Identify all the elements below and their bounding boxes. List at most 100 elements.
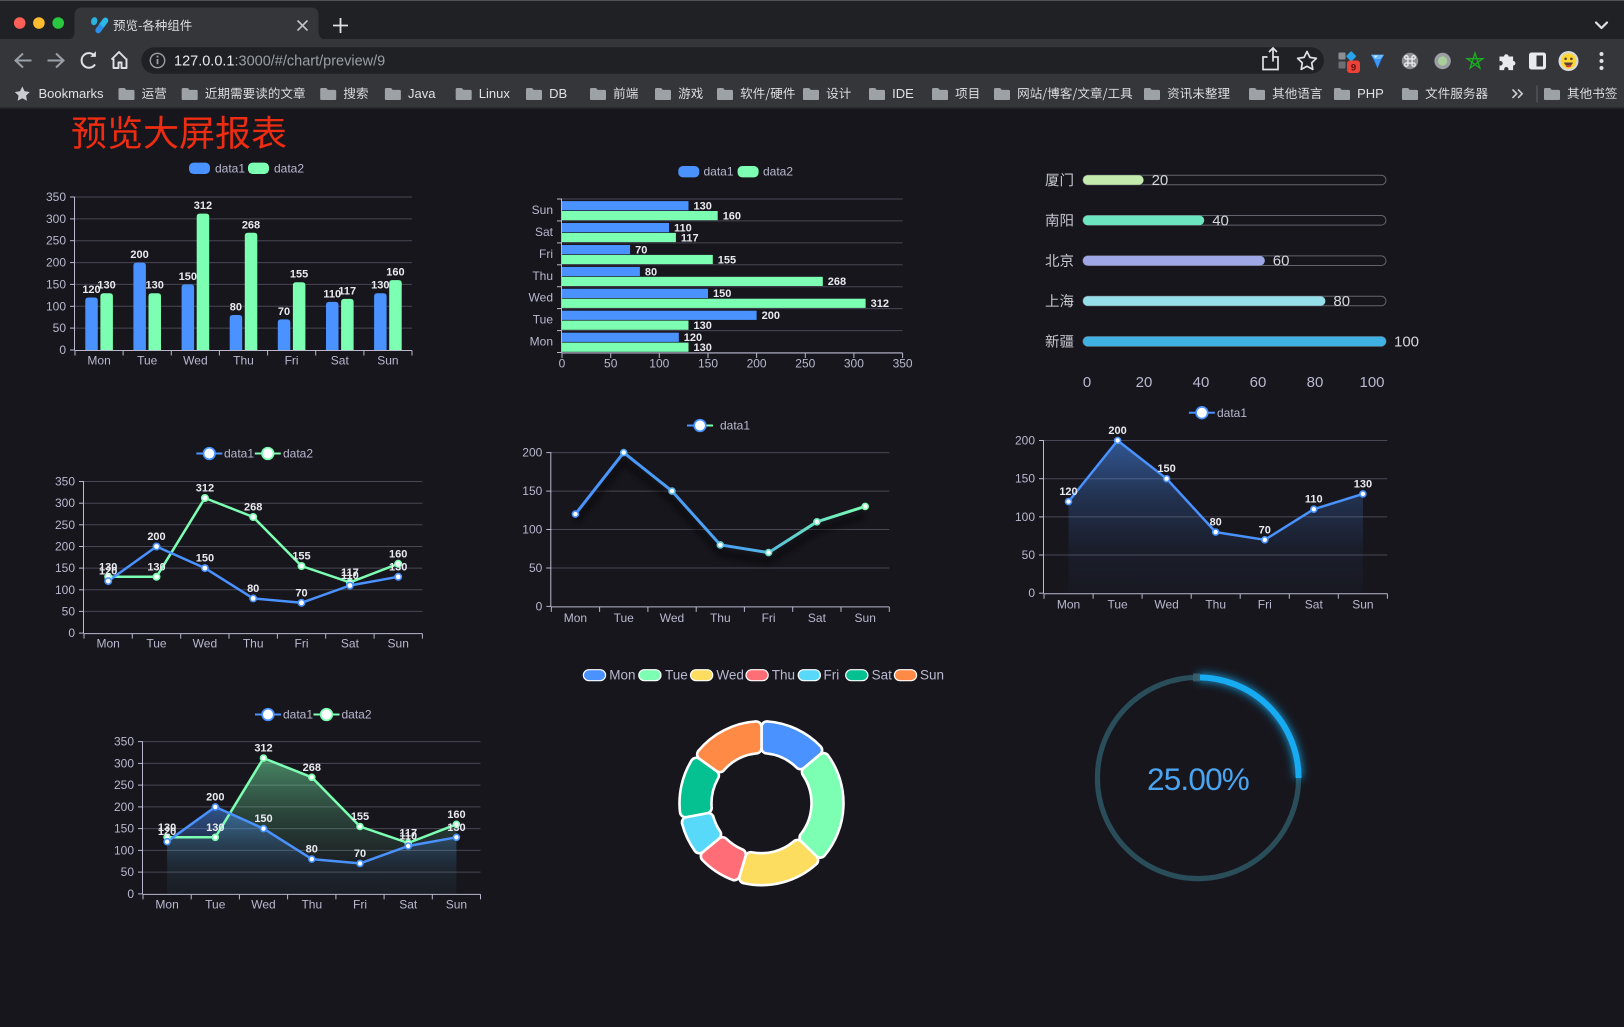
svg-text:Sun: Sun [532,203,553,217]
svg-text:Bookmarks: Bookmarks [39,86,105,101]
svg-text:50: 50 [1022,548,1036,562]
svg-text:Wed: Wed [251,898,275,912]
svg-text:Tue: Tue [665,668,688,683]
svg-text:130: 130 [389,561,407,573]
svg-text:Mon: Mon [97,637,120,651]
svg-text:100: 100 [1015,510,1035,524]
svg-text:130: 130 [206,822,224,834]
svg-text:100: 100 [114,843,134,857]
svg-text:80: 80 [1210,517,1222,529]
svg-text:200: 200 [206,791,224,803]
svg-text:Wed: Wed [660,611,684,625]
svg-text:40: 40 [1212,212,1229,229]
svg-text:Sat: Sat [331,354,350,368]
svg-text:250: 250 [795,357,815,371]
svg-text:Wed: Wed [193,637,217,651]
svg-text:data1: data1 [283,708,313,722]
svg-text:250: 250 [46,234,66,248]
svg-text:60: 60 [1250,374,1267,391]
svg-text:300: 300 [114,756,134,770]
svg-text:200: 200 [55,540,75,554]
svg-text:data2: data2 [763,165,793,179]
svg-text:250: 250 [55,518,75,532]
svg-text:50: 50 [604,357,618,371]
svg-text:200: 200 [1015,434,1035,448]
svg-text:Mon: Mon [530,335,553,349]
svg-text:Thu: Thu [243,637,264,651]
svg-text:127.0.0.1:3000/#/chart/preview: 127.0.0.1:3000/#/chart/preview/9 [174,54,385,70]
svg-text:Fri: Fri [762,611,776,625]
svg-text:80: 80 [247,583,259,595]
svg-text:200: 200 [130,249,148,261]
svg-text:150: 150 [179,271,197,283]
svg-text:130: 130 [1354,478,1372,490]
svg-text:Tue: Tue [533,313,554,327]
svg-text:9: 9 [1351,63,1356,74]
svg-text:Sun: Sun [855,611,876,625]
svg-text:150: 150 [1157,463,1175,475]
svg-text:25.00%: 25.00% [1147,761,1249,797]
svg-text:Tue: Tue [146,637,167,651]
svg-text:data1: data1 [720,419,750,433]
svg-text:300: 300 [844,357,864,371]
svg-text:Sun: Sun [920,668,944,683]
svg-text:160: 160 [723,210,741,222]
svg-text:200: 200 [747,357,767,371]
svg-text:data1: data1 [1217,406,1247,420]
svg-text:350: 350 [893,357,913,371]
svg-text:130: 130 [694,201,712,213]
svg-text:155: 155 [292,551,310,563]
svg-text:70: 70 [278,306,290,318]
svg-text:70: 70 [635,244,647,256]
svg-text:100: 100 [1359,374,1384,391]
svg-text:50: 50 [53,321,67,335]
svg-text:60: 60 [1273,253,1290,270]
svg-text:160: 160 [447,809,465,821]
svg-text:117: 117 [338,285,356,297]
svg-text:0: 0 [1083,374,1091,391]
svg-text:20: 20 [1152,172,1169,189]
svg-text:Mon: Mon [564,611,587,625]
svg-text:Fri: Fri [353,898,367,912]
svg-text:155: 155 [290,269,308,281]
svg-text:100: 100 [46,299,66,313]
svg-text:data2: data2 [283,447,313,461]
svg-text:Sat: Sat [399,898,418,912]
svg-text:Sat: Sat [1305,598,1324,612]
svg-text:130: 130 [97,280,115,292]
svg-text:Thu: Thu [1205,598,1226,612]
svg-text:Sun: Sun [388,637,409,651]
svg-text:110: 110 [399,831,417,843]
svg-text:80: 80 [1333,293,1350,310]
svg-text:268: 268 [828,276,846,288]
svg-text:100: 100 [55,583,75,597]
svg-text:Mon: Mon [609,668,635,683]
svg-text:80: 80 [1307,374,1324,391]
svg-text:Wed: Wed [1154,598,1178,612]
svg-text:130: 130 [371,280,389,292]
svg-text:Sat: Sat [872,668,893,683]
svg-text:200: 200 [114,800,134,814]
svg-text:0: 0 [1028,586,1035,600]
svg-text:120: 120 [1059,486,1077,498]
svg-text:0: 0 [559,357,566,371]
svg-text:350: 350 [55,475,75,489]
svg-text:250: 250 [114,778,134,792]
svg-text:80: 80 [645,266,657,278]
svg-text:Sun: Sun [446,898,467,912]
svg-text:110: 110 [323,288,341,300]
svg-text:100: 100 [522,523,542,537]
svg-text:50: 50 [62,604,76,618]
svg-text:Linux: Linux [479,86,511,101]
svg-text:50: 50 [529,561,543,575]
svg-text:130: 130 [147,561,165,573]
svg-text:268: 268 [244,502,262,514]
svg-text:Fri: Fri [1258,598,1272,612]
svg-text:Tue: Tue [614,611,635,625]
svg-text:120: 120 [158,826,176,838]
svg-text:312: 312 [194,200,212,212]
svg-text:150: 150 [522,484,542,498]
svg-text:0: 0 [59,343,66,357]
svg-text:200: 200 [762,310,780,322]
svg-text:PHP: PHP [1357,86,1384,101]
